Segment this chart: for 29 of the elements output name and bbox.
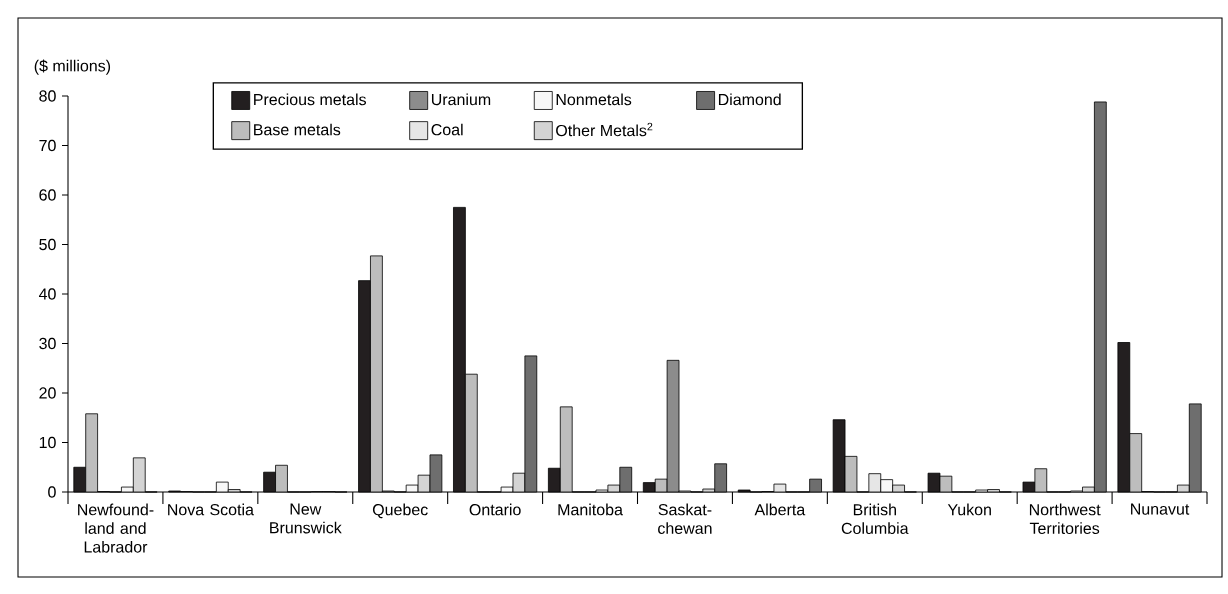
y-tick-label: 50: [39, 238, 56, 251]
x-tick-label: Ontario: [469, 503, 521, 516]
y-tick-label: 20: [39, 387, 56, 399]
x-tick-label: Newfound-land and Labrador: [78, 503, 154, 553]
legend-label: Precious metals: [254, 93, 367, 106]
legend-label: Diamond: [718, 93, 781, 106]
y-tick-label: 30: [39, 337, 56, 350]
x-tick-label: Quebec: [372, 503, 428, 519]
y-tick-label: 10: [39, 436, 56, 449]
x-tick-label: British Columbia: [841, 503, 909, 534]
legend-label: Uranium: [431, 93, 491, 106]
x-tick-label: Nunavut: [1131, 503, 1190, 515]
y-axis-title: ($ millions): [34, 59, 111, 75]
y-tick-label: 60: [39, 189, 56, 201]
x-tick-label: Manitoba: [558, 503, 623, 516]
y-tick-label: 40: [38, 288, 56, 300]
y-tick-label: 0: [48, 486, 56, 498]
legend-label: Coal: [431, 123, 463, 136]
legend-label: Nonmetals: [556, 93, 632, 106]
y-tick-label: 80: [39, 90, 56, 102]
legend-label: Other Metals$^{2}$: [556, 122, 653, 137]
legend-label: Base metals: [254, 123, 341, 136]
x-tick-label: Yukon: [947, 503, 991, 516]
x-tick-label: Saskat-chewan: [658, 503, 712, 534]
x-tick-label: Northwest Territories: [1029, 503, 1101, 534]
x-tick-label: New Brunswick: [270, 503, 342, 534]
x-tick-label: Alberta: [754, 503, 806, 516]
x-tick-label: Nova Scotia: [168, 503, 254, 516]
y-tick-label: 70: [39, 139, 56, 152]
